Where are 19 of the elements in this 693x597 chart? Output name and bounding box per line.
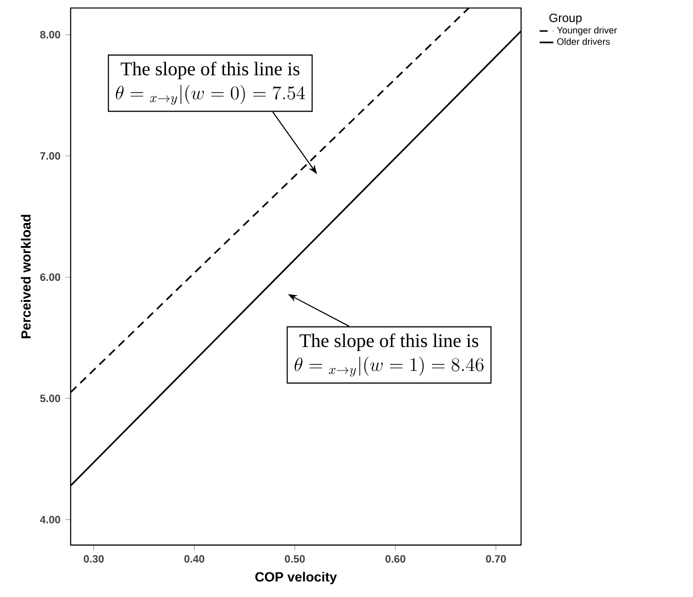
y-tick-label: 6.00 [40,273,60,281]
y-axis-title: Perceived workload [20,214,31,338]
annotation: $\theta = {}_{x \rightarrow y}|( w = 1 ) = 8.46$ [294,356,484,377]
x-axis-title: COP velocity [255,572,337,584]
legend-title: Group [549,14,582,24]
annotation: The slope of this line is [120,62,300,80]
x-tick-label: 0.40 [184,555,204,563]
y-tick-label: 7.00 [40,152,60,160]
legend-label: Younger driver [556,26,617,36]
y-tick-label: 8.00 [40,30,60,38]
y-tick-label: 4.00 [40,516,60,524]
x-tick-label: 0.60 [385,555,406,563]
annotation: The slope of this line is [300,333,478,352]
x-tick-label: 0.30 [84,555,104,563]
x-tick-label: 0.70 [486,555,506,563]
annotation: $\theta = {}_{x \rightarrow y}|( w = 0 ) = 7.54$ [116,84,305,105]
x-tick-label: 0.50 [284,555,305,563]
legend-label: Older drivers [557,38,610,45]
y-tick-label: 5.00 [40,394,60,402]
